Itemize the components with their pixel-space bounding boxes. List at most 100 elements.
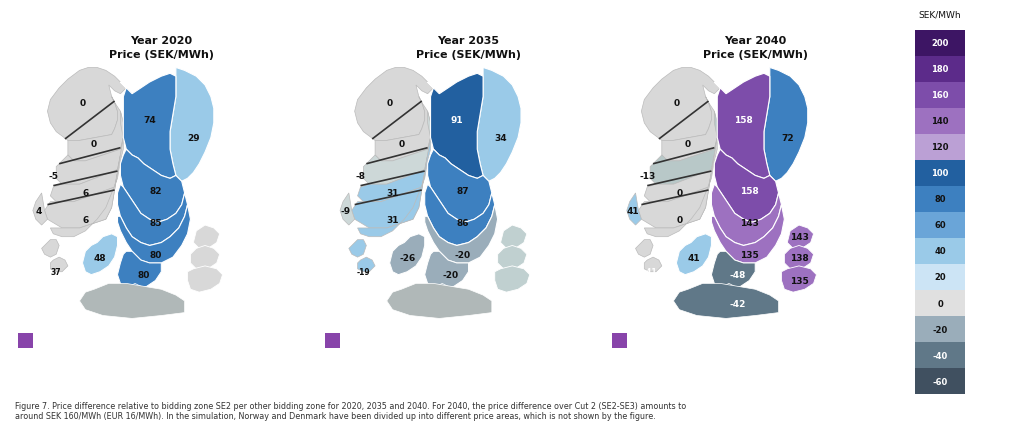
Text: 0: 0 [676, 189, 682, 198]
Text: 6: 6 [82, 215, 88, 224]
Text: 158: 158 [740, 186, 759, 195]
Bar [915, 109, 965, 134]
Text: 0: 0 [937, 299, 943, 308]
Polygon shape [118, 252, 161, 290]
Title: Year 2020
Price (SEK/MWh): Year 2020 Price (SEK/MWh) [109, 36, 214, 60]
Polygon shape [357, 258, 375, 272]
Polygon shape [194, 226, 219, 249]
Polygon shape [784, 246, 813, 269]
Text: 34: 34 [495, 134, 507, 143]
Polygon shape [425, 252, 469, 290]
Text: 0: 0 [91, 139, 97, 148]
Text: 87: 87 [457, 186, 469, 195]
Polygon shape [50, 138, 123, 237]
Text: 72: 72 [781, 134, 794, 143]
Text: -41: -41 [643, 268, 657, 277]
Polygon shape [118, 185, 187, 246]
Bar [915, 316, 965, 342]
Bar [915, 160, 965, 187]
Polygon shape [352, 173, 425, 229]
Polygon shape [650, 112, 717, 185]
Bar [915, 238, 965, 265]
Polygon shape [170, 68, 214, 182]
Polygon shape [42, 240, 59, 258]
Text: 0: 0 [676, 215, 682, 224]
Text: SEK/MWh: SEK/MWh [919, 11, 962, 20]
Text: -20: -20 [455, 250, 471, 259]
Polygon shape [712, 205, 784, 263]
Text: 31: 31 [386, 189, 399, 198]
Polygon shape [677, 234, 712, 275]
Text: 138: 138 [790, 253, 808, 262]
Polygon shape [627, 194, 641, 226]
Bar [915, 83, 965, 109]
Bar [915, 290, 965, 316]
Text: 80: 80 [934, 195, 946, 204]
Polygon shape [50, 155, 121, 202]
Bar [915, 212, 965, 238]
Text: 120: 120 [931, 143, 949, 152]
Polygon shape [715, 74, 770, 179]
Polygon shape [354, 68, 433, 141]
Polygon shape [121, 74, 176, 179]
Polygon shape [50, 258, 68, 272]
Text: 86: 86 [457, 218, 469, 227]
Text: 180: 180 [932, 65, 948, 74]
Text: 4: 4 [36, 206, 42, 215]
Text: 143: 143 [740, 218, 759, 227]
Polygon shape [641, 68, 720, 141]
Text: 80: 80 [137, 271, 150, 279]
Text: 40: 40 [934, 247, 946, 256]
Polygon shape [33, 194, 47, 226]
Polygon shape [357, 138, 430, 237]
Polygon shape [375, 97, 430, 162]
Polygon shape [349, 240, 367, 258]
Text: 80: 80 [150, 250, 162, 259]
Polygon shape [364, 112, 430, 185]
Text: -48: -48 [729, 271, 745, 279]
Polygon shape [425, 205, 498, 263]
Text: 158: 158 [734, 116, 753, 125]
Polygon shape [712, 252, 755, 290]
Bar [915, 368, 965, 394]
Polygon shape [498, 246, 526, 269]
Polygon shape [428, 74, 483, 179]
Text: 135: 135 [740, 250, 759, 259]
Text: 74: 74 [143, 116, 156, 125]
Text: 82: 82 [150, 186, 162, 195]
Text: -40: -40 [933, 351, 947, 360]
Polygon shape [118, 205, 190, 263]
Text: 135: 135 [790, 276, 808, 285]
Polygon shape [387, 284, 492, 319]
Bar [18, 333, 33, 348]
Bar [915, 187, 965, 212]
Bar [326, 333, 340, 348]
Polygon shape [715, 150, 778, 223]
Title: Year 2035
Price (SEK/MWh): Year 2035 Price (SEK/MWh) [416, 36, 521, 60]
Text: 48: 48 [93, 253, 106, 262]
Polygon shape [390, 234, 425, 275]
Bar [612, 333, 627, 348]
Polygon shape [674, 284, 778, 319]
Polygon shape [433, 284, 451, 298]
Text: 100: 100 [932, 169, 948, 178]
Text: 20: 20 [934, 273, 946, 282]
Polygon shape [357, 155, 428, 202]
Text: 29: 29 [187, 134, 200, 143]
Polygon shape [495, 266, 529, 293]
Polygon shape [425, 185, 495, 246]
Polygon shape [644, 155, 715, 202]
Text: -13: -13 [639, 172, 655, 180]
Title: Year 2040
Price (SEK/MWh): Year 2040 Price (SEK/MWh) [702, 36, 808, 60]
Polygon shape [781, 266, 816, 293]
Text: 31: 31 [386, 215, 399, 224]
Text: -20: -20 [443, 271, 459, 279]
Text: -5: -5 [48, 172, 58, 180]
Text: 140: 140 [931, 117, 949, 126]
Bar [915, 31, 965, 57]
Polygon shape [639, 173, 712, 229]
Bar [915, 134, 965, 160]
Text: -8: -8 [355, 172, 366, 180]
Text: 85: 85 [150, 218, 162, 227]
Text: 0: 0 [398, 139, 404, 148]
